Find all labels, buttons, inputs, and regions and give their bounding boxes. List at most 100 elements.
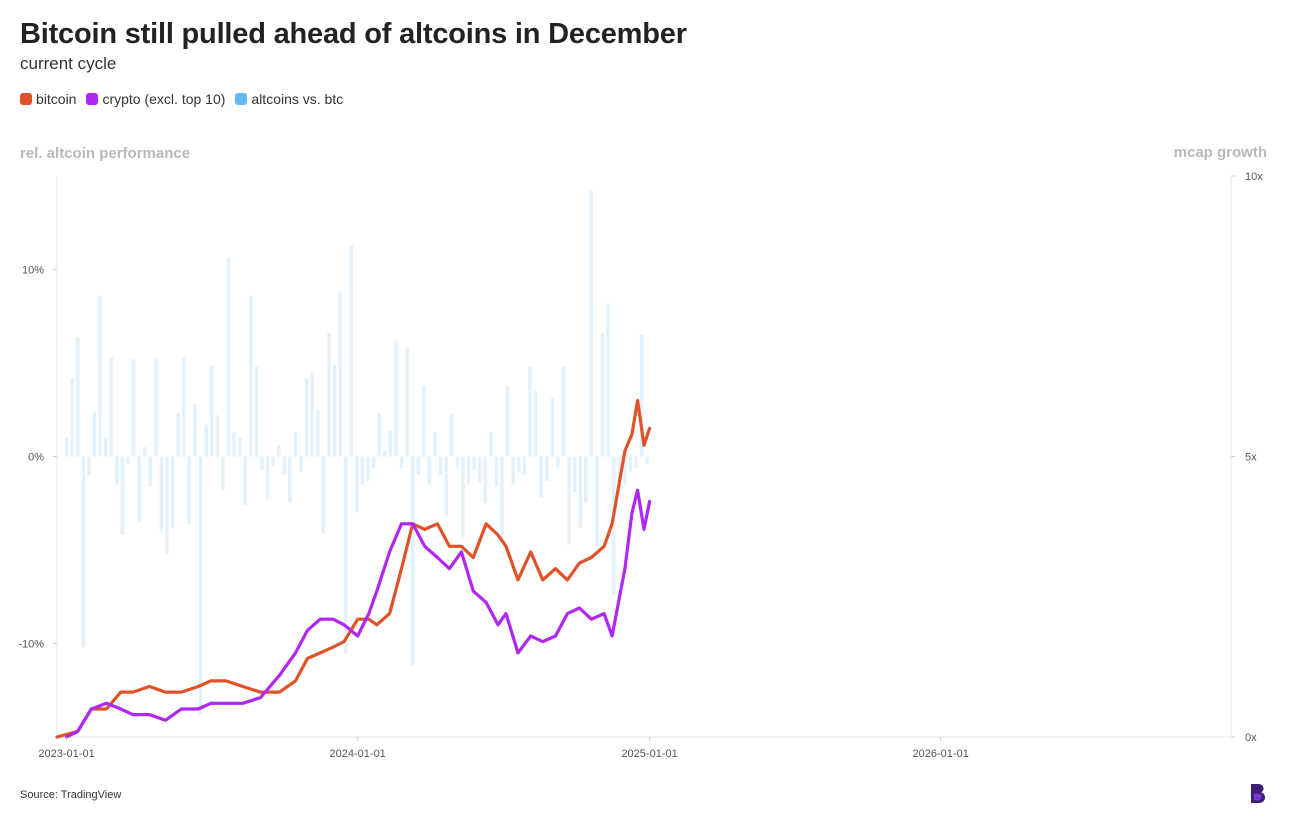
bar-altcoins-vs-btc xyxy=(204,424,208,457)
bar-altcoins-vs-btc xyxy=(87,456,91,476)
bar-altcoins-vs-btc xyxy=(517,456,521,472)
bar-altcoins-vs-btc xyxy=(349,245,353,457)
bar-altcoins-vs-btc xyxy=(316,409,320,457)
bar-altcoins-vs-btc xyxy=(494,456,499,487)
bar-altcoins-vs-btc xyxy=(215,415,220,457)
bar-altcoins-vs-btc xyxy=(165,456,169,554)
bar-altcoins-vs-btc xyxy=(645,456,649,464)
bar-altcoins-vs-btc xyxy=(254,366,259,457)
bar-altcoins-vs-btc xyxy=(606,303,610,457)
bar-altcoins-vs-btc xyxy=(489,432,493,457)
left-tick-label: 0% xyxy=(28,452,44,464)
bar-altcoins-vs-btc xyxy=(237,437,242,457)
bar-altcoins-vs-btc xyxy=(550,398,554,457)
line-series-group xyxy=(55,398,652,739)
bar-altcoins-vs-btc xyxy=(416,456,420,476)
bar-altcoins-vs-btc xyxy=(561,366,566,457)
bar-altcoins-vs-btc xyxy=(572,456,577,493)
bar-altcoins-vs-btc xyxy=(528,366,532,457)
bar-altcoins-vs-btc xyxy=(411,456,415,666)
bar-altcoins-vs-btc xyxy=(360,456,365,485)
x-tick-label: 2026-01-01 xyxy=(913,748,969,760)
bar-altcoins-vs-btc xyxy=(455,456,460,468)
bar-altcoins-vs-btc xyxy=(76,336,80,457)
legend-swatch-altcoins-vs-btc xyxy=(235,93,248,105)
legend-label-crypto: crypto (excl. top 10) xyxy=(102,91,226,107)
bar-altcoins-vs-btc xyxy=(327,333,331,457)
brand-logo-icon xyxy=(1251,784,1265,803)
bar-altcoins-vs-btc xyxy=(120,456,125,536)
bar-altcoins-vs-btc xyxy=(293,432,298,457)
bar-altcoins-vs-btc xyxy=(383,450,387,457)
bar-altcoins-vs-btc xyxy=(277,445,281,457)
bar-altcoins-vs-btc xyxy=(422,385,426,457)
bar-altcoins-vs-btc xyxy=(444,456,448,517)
bar-altcoins-vs-btc xyxy=(556,456,560,468)
bar-altcoins-vs-btc xyxy=(131,359,136,457)
bar-altcoins-vs-btc xyxy=(371,456,376,468)
bar-altcoins-vs-btc xyxy=(450,413,454,457)
x-axis-ticks: 2023-01-01 2024-01-01 2025-01-01 2026-01-01 xyxy=(38,737,969,760)
source-note: Source: TradingView xyxy=(20,789,122,801)
bar-altcoins-vs-btc xyxy=(226,258,231,457)
bar-altcoins-vs-btc xyxy=(304,377,309,457)
legend-item-altcoins-vs-btc[interactable]: altcoins vs. btc xyxy=(235,91,343,107)
bar-altcoins-vs-btc xyxy=(595,456,599,547)
bar-altcoins-vs-btc xyxy=(249,295,253,457)
bar-altcoins-vs-btc xyxy=(600,333,605,457)
bar-altcoins-vs-btc xyxy=(103,437,108,457)
legend-item-crypto[interactable]: crypto (excl. top 10) xyxy=(86,91,225,107)
bar-altcoins-vs-btc xyxy=(221,456,225,491)
right-tick-label: 0x xyxy=(1245,732,1257,744)
bar-altcoins-vs-btc xyxy=(639,334,644,457)
chart-title: Bitcoin still pulled ahead of altcoins i… xyxy=(20,18,687,50)
bar-altcoins-vs-btc xyxy=(321,456,326,534)
bar-altcoins-vs-btc xyxy=(299,456,303,472)
bar-altcoins-vs-btc xyxy=(589,190,594,457)
line-crypto xyxy=(65,488,652,739)
bar-altcoins-vs-btc xyxy=(634,456,638,468)
left-tick-label: -10% xyxy=(18,639,44,651)
right-axis-ticks: 10x 5x 0x xyxy=(1231,171,1263,744)
bar-altcoins-vs-btc xyxy=(143,447,147,457)
legend-swatch-crypto xyxy=(86,93,99,105)
bar-altcoins-vs-btc xyxy=(115,456,119,485)
bar-altcoins-vs-btc xyxy=(472,456,476,470)
bar-altcoins-vs-btc xyxy=(265,456,270,500)
bar-altcoins-vs-btc xyxy=(355,456,359,513)
bar-altcoins-vs-btc xyxy=(344,456,348,653)
bar-altcoins-vs-btc xyxy=(92,411,97,457)
legend-item-bitcoin[interactable]: bitcoin xyxy=(20,91,76,107)
bar-altcoins-vs-btc xyxy=(578,456,582,528)
bar-altcoins-vs-btc xyxy=(210,364,214,457)
bar-altcoins-vs-btc xyxy=(176,413,180,457)
bar-altcoins-vs-btc xyxy=(338,291,342,457)
line-bitcoin xyxy=(55,398,652,739)
bar-altcoins-vs-btc xyxy=(64,437,69,457)
bar-altcoins-vs-btc xyxy=(466,456,471,485)
bar-altcoins-vs-btc xyxy=(126,456,130,464)
bar-altcoins-vs-btc xyxy=(511,456,515,485)
x-tick-label: 2024-01-01 xyxy=(330,748,386,760)
bar-altcoins-vs-btc xyxy=(438,456,443,476)
bar-altcoins-vs-btc xyxy=(271,456,275,466)
bar-altcoins-vs-btc xyxy=(232,432,236,457)
bar-altcoins-vs-btc xyxy=(483,456,487,504)
bar-altcoins-vs-btc xyxy=(617,456,621,487)
bar-altcoins-vs-btc xyxy=(193,404,197,457)
bar-altcoins-vs-btc xyxy=(505,385,510,457)
left-axis-ticks: 10% 0% -10% xyxy=(18,265,57,651)
bar-altcoins-vs-btc xyxy=(377,413,381,457)
bar-altcoins-vs-btc xyxy=(461,456,465,537)
bar-altcoins-vs-btc xyxy=(170,456,175,528)
legend: bitcoin crypto (excl. top 10) altcoins v… xyxy=(20,91,353,107)
bar-altcoins-vs-btc xyxy=(260,456,264,470)
bar-altcoins-vs-btc xyxy=(433,432,437,457)
bar-altcoins-vs-btc xyxy=(332,364,337,457)
bar-altcoins-vs-btc xyxy=(70,377,74,457)
right-tick-label: 10x xyxy=(1245,171,1263,183)
bar-altcoins-vs-btc xyxy=(243,456,247,506)
bar-altcoins-vs-btc xyxy=(282,456,286,476)
bar-series-altcoins-vs-btc xyxy=(64,190,649,715)
bar-altcoins-vs-btc xyxy=(394,340,398,457)
